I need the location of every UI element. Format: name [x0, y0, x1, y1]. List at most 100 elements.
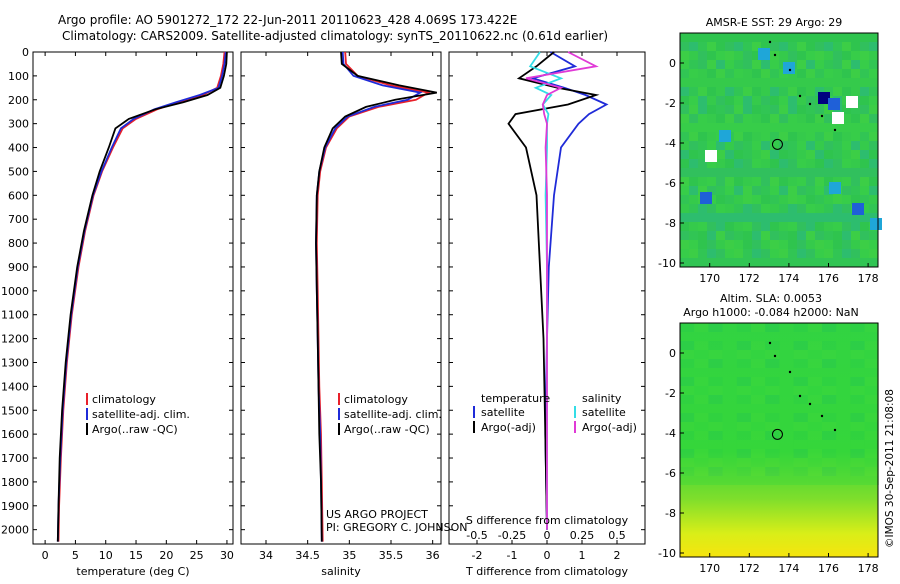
sst-cell [869, 114, 878, 123]
sst-cell [680, 231, 689, 240]
sst-cell [860, 33, 869, 42]
sla-cell [793, 368, 808, 377]
sst-cell [698, 114, 707, 123]
sst-cell [734, 96, 743, 105]
sst-cell [698, 60, 707, 69]
sla-cell [836, 341, 851, 350]
sst-cell [833, 42, 842, 51]
sst-cell [833, 141, 842, 150]
sst-cell [743, 33, 752, 42]
sst-cell [833, 213, 842, 222]
sst-cell [752, 195, 761, 204]
sst-cell [779, 132, 788, 141]
sst-cell [752, 258, 761, 267]
sst-cell [761, 33, 770, 42]
sla-cell [708, 422, 723, 431]
sst-cell [842, 123, 851, 132]
sst-cell [851, 231, 860, 240]
sst-cell [833, 249, 842, 258]
sst-cell [833, 168, 842, 177]
sla-cell [680, 440, 695, 449]
sla-cell [850, 332, 865, 341]
x-tick-label: 35 [342, 549, 356, 562]
sla-cell [751, 323, 766, 332]
map-y-tick-label: -8 [665, 507, 676, 520]
sla-cell [722, 386, 737, 395]
sst-cell [824, 258, 833, 267]
map-y-tick-label: -2 [665, 387, 676, 400]
sst-cell [743, 60, 752, 69]
sst-cell [770, 159, 779, 168]
sst-cell [770, 123, 779, 132]
sst-cell [779, 168, 788, 177]
sst-cell [761, 258, 770, 267]
sst-cell [779, 51, 788, 60]
sst-cell [869, 195, 878, 204]
sst-cell [725, 123, 734, 132]
sst-cell [752, 150, 761, 159]
sla-cell [836, 476, 851, 485]
sst-cell [788, 204, 797, 213]
sst-spot [852, 203, 864, 215]
sst-cell [806, 33, 815, 42]
sst-cell [716, 168, 725, 177]
sst-cell [707, 60, 716, 69]
sst-cell [869, 213, 878, 222]
sst-cell [743, 204, 752, 213]
sla-cell [793, 386, 808, 395]
sst-cell [788, 258, 797, 267]
sst-cell [770, 114, 779, 123]
sla-cell [736, 458, 751, 467]
sla-cell [722, 377, 737, 386]
sst-spot [846, 96, 858, 108]
sst-cell [779, 204, 788, 213]
sst-cell [824, 60, 833, 69]
sst-cell [806, 105, 815, 114]
sla-cell [864, 413, 879, 422]
sst-cell [680, 204, 689, 213]
s-tick-label: 0.25 [570, 529, 595, 542]
sla-cell [694, 413, 709, 422]
sst-cell [806, 78, 815, 87]
sst-cell [833, 150, 842, 159]
sst-cell [851, 159, 860, 168]
sst-cell [725, 159, 734, 168]
island-dot [820, 414, 824, 418]
x-tick-label: 20 [159, 549, 173, 562]
sst-cell [725, 51, 734, 60]
sst-cell [725, 204, 734, 213]
sst-cell [860, 249, 869, 258]
sst-cell [815, 78, 824, 87]
sst-cell [824, 123, 833, 132]
sst-cell [824, 168, 833, 177]
sst-cell [689, 96, 698, 105]
sla-cell [680, 476, 695, 485]
sst-cell [806, 114, 815, 123]
map-x-tick-label: 170 [699, 562, 720, 575]
sla-cell [708, 332, 723, 341]
difference-legend: temperature salinity satellite Argo(-adj… [473, 392, 637, 434]
sst-cell [770, 69, 779, 78]
sst-cell [734, 231, 743, 240]
sst-cell [725, 258, 734, 267]
sst-spot [783, 62, 795, 74]
sst-cell [860, 186, 869, 195]
sst-cell [680, 69, 689, 78]
sst-cell [779, 195, 788, 204]
sst-cell [770, 150, 779, 159]
sst-cell [815, 177, 824, 186]
y-tick-label: 1300 [1, 356, 29, 369]
sst-cell [770, 213, 779, 222]
sst-cell [860, 87, 869, 96]
sst-cell [824, 150, 833, 159]
sst-cell [851, 213, 860, 222]
sst-cell [779, 186, 788, 195]
sst-cell [698, 249, 707, 258]
sst-cell [725, 249, 734, 258]
temperature-legend: climatology satellite-adj. clim. Argo(..… [86, 393, 190, 436]
sst-cell [689, 195, 698, 204]
sst-cell [815, 204, 824, 213]
sla-cell [694, 395, 709, 404]
sst-cell [680, 51, 689, 60]
sst-cell [689, 258, 698, 267]
